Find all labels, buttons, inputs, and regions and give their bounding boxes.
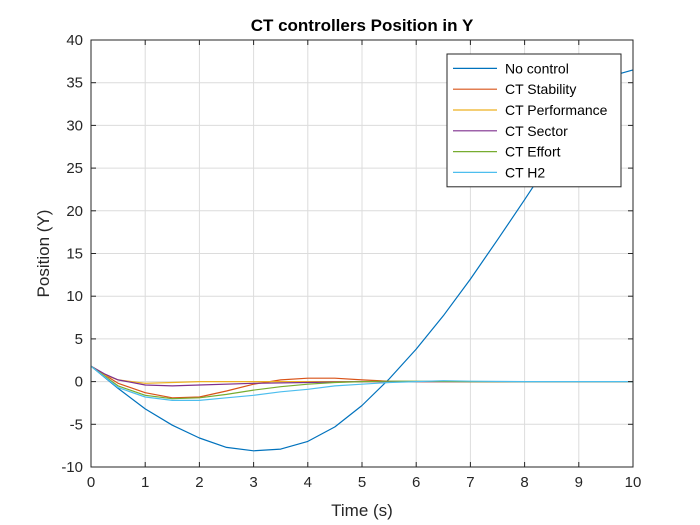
x-tick-label: 9 — [575, 474, 583, 491]
y-axis-label: Position (Y) — [34, 210, 53, 298]
y-tick-label: 30 — [66, 117, 83, 134]
y-tick-label: 0 — [75, 374, 83, 391]
legend: No control CT Stability CT Performance CT S… — [446, 53, 622, 188]
legend-label: CT H2 — [505, 164, 545, 180]
y-tick-label: -10 — [61, 459, 83, 476]
x-tick-label: 4 — [304, 474, 312, 491]
y-tick-label: 40 — [66, 32, 83, 49]
y-tick-label: 15 — [66, 246, 83, 263]
y-tick-label: 20 — [66, 203, 83, 220]
legend-label: CT Sector — [505, 123, 568, 139]
x-tick-label: 2 — [195, 474, 203, 491]
x-tick-label: 1 — [141, 474, 149, 491]
x-tick-label: 10 — [625, 474, 642, 491]
x-tick-label: 6 — [412, 474, 420, 491]
x-tick-label: 5 — [358, 474, 366, 491]
y-tick-label: 10 — [66, 288, 83, 305]
chart-title: CT controllers Position in Y — [251, 16, 474, 35]
x-tick-label: 0 — [87, 474, 95, 491]
y-tick-label: 25 — [66, 160, 83, 177]
x-tick-label: 3 — [249, 474, 257, 491]
legend-label: No control — [505, 60, 569, 76]
legend-label: CT Performance — [505, 102, 608, 118]
x-tick-label: 8 — [520, 474, 528, 491]
y-tick-label: 5 — [75, 331, 83, 348]
legend-label: CT Effort — [505, 144, 561, 160]
legend-box — [446, 53, 622, 188]
series-line-6 — [90, 365, 633, 401]
axis-ticks: 0 1 2 3 4 5 6 7 8 9 10 -10 -5 0 5 10 15 20 25 30 35 40 — [61, 32, 641, 491]
x-tick-label: 7 — [466, 474, 474, 491]
y-tick-label: 35 — [66, 75, 83, 92]
x-axis-label: Time (s) — [331, 501, 393, 520]
y-tick-label: -5 — [70, 416, 83, 433]
legend-label: CT Stability — [505, 81, 576, 97]
